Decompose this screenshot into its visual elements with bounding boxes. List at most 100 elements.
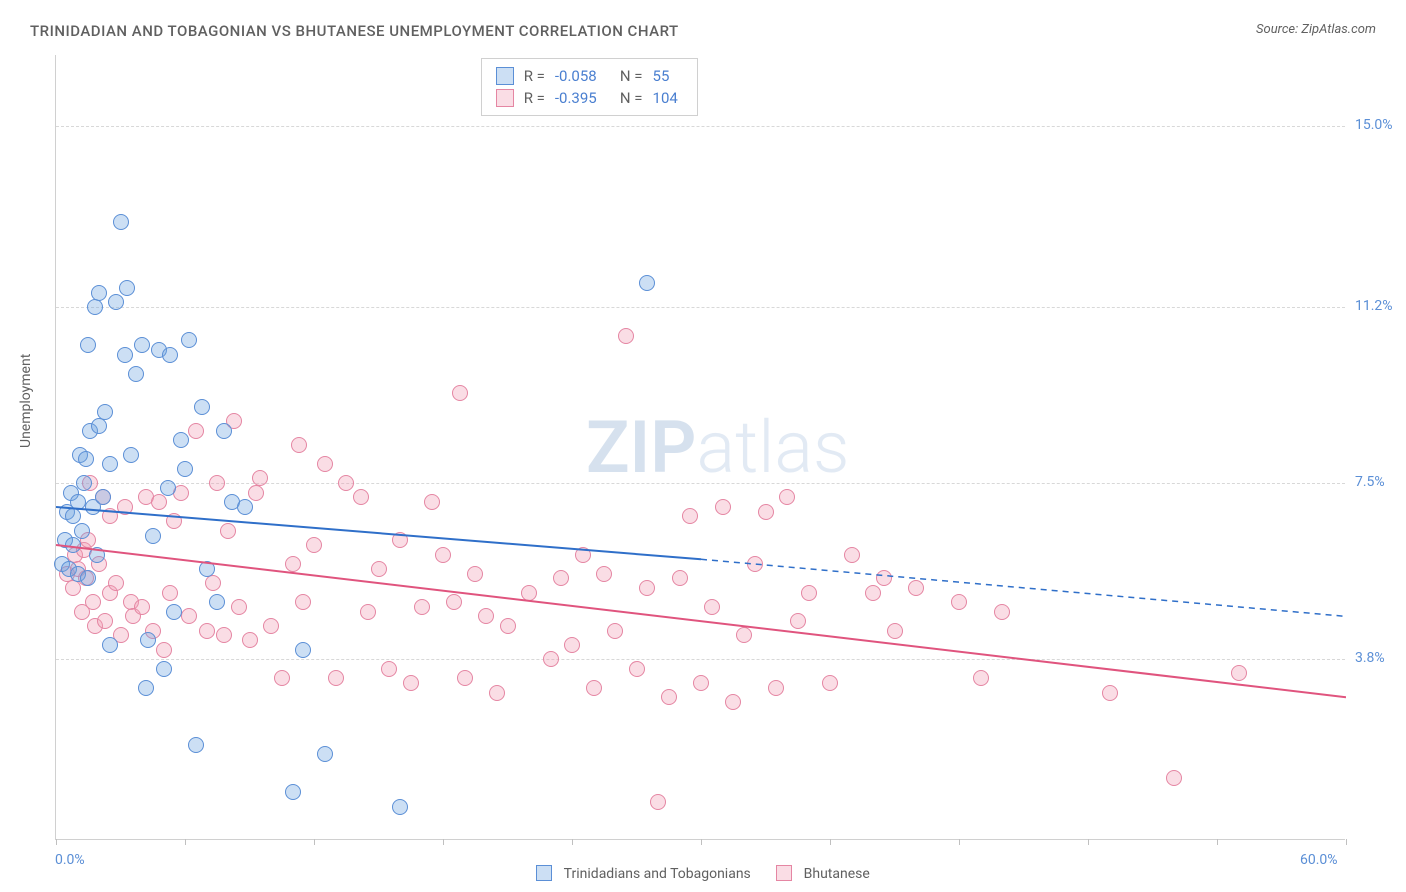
scatter-point-b [108, 575, 124, 591]
scatter-point-b [85, 594, 101, 610]
n-label: N = [620, 67, 643, 85]
scatter-point-b [521, 585, 537, 601]
r-label: R = [524, 89, 545, 107]
scatter-point-b [205, 575, 221, 591]
scatter-point-b [209, 475, 225, 491]
y-tick-label: 15.0% [1355, 117, 1393, 133]
scatter-point-a [70, 494, 86, 510]
scatter-point-a [87, 299, 103, 315]
scatter-point-b [216, 627, 232, 643]
scatter-point-a [113, 214, 129, 230]
scatter-point-a [209, 594, 225, 610]
scatter-point-b [162, 585, 178, 601]
regression-lines [56, 55, 1346, 840]
y-tick-label: 3.8% [1355, 650, 1385, 666]
scatter-point-b [117, 499, 133, 515]
scatter-point-b [908, 580, 924, 596]
scatter-point-a [65, 537, 81, 553]
scatter-point-b [360, 604, 376, 620]
scatter-point-a [128, 366, 144, 382]
gridline-h [56, 483, 1345, 484]
scatter-point-a [156, 661, 172, 677]
scatter-point-b [242, 632, 258, 648]
scatter-point-b [618, 328, 634, 344]
scatter-point-b [672, 570, 688, 586]
y-tick-label: 11.2% [1355, 298, 1393, 314]
scatter-point-a [216, 423, 232, 439]
scatter-point-b [553, 570, 569, 586]
legend-top-row-a: R =-0.058N =55 [496, 65, 683, 87]
gridline-h [56, 659, 1345, 660]
scatter-point-b [403, 675, 419, 691]
legend-swatch-a [536, 865, 552, 881]
scatter-point-b [151, 494, 167, 510]
scatter-point-a [80, 570, 96, 586]
scatter-point-b [1102, 685, 1118, 701]
gridline-h [56, 307, 1345, 308]
legend-swatch-b [776, 865, 792, 881]
scatter-point-b [801, 585, 817, 601]
scatter-point-a [639, 275, 655, 291]
scatter-point-b [306, 537, 322, 553]
scatter-point-b [715, 499, 731, 515]
scatter-point-b [876, 570, 892, 586]
scatter-point-b [452, 385, 468, 401]
scatter-point-a [177, 461, 193, 477]
scatter-point-b [97, 613, 113, 629]
scatter-point-b [435, 547, 451, 563]
scatter-point-b [467, 566, 483, 582]
scatter-point-b [865, 585, 881, 601]
scatter-point-b [414, 599, 430, 615]
scatter-point-b [1166, 770, 1182, 786]
scatter-point-a [97, 404, 113, 420]
scatter-point-b [478, 608, 494, 624]
x-tick [572, 839, 573, 845]
x-tick [443, 839, 444, 845]
n-label: N = [620, 89, 643, 107]
x-tick [1346, 839, 1347, 845]
scatter-point-b [353, 489, 369, 505]
scatter-point-a [160, 480, 176, 496]
scatter-point-b [736, 627, 752, 643]
n-value-b: 104 [653, 89, 683, 107]
y-tick-label: 7.5% [1355, 474, 1385, 490]
scatter-point-b [1231, 665, 1247, 681]
chart-title: TRINIDADIAN AND TOBAGONIAN VS BHUTANESE … [30, 22, 679, 40]
scatter-point-b [295, 594, 311, 610]
scatter-point-a [80, 337, 96, 353]
scatter-point-b [543, 651, 559, 667]
scatter-point-b [248, 485, 264, 501]
scatter-point-a [285, 784, 301, 800]
scatter-point-b [220, 523, 236, 539]
scatter-point-b [500, 618, 516, 634]
scatter-point-a [108, 294, 124, 310]
scatter-point-a [392, 799, 408, 815]
scatter-point-a [78, 451, 94, 467]
watermark: ZIPatlas [586, 405, 850, 490]
legend-label-a: Trinidadians and Tobagonians [564, 866, 751, 882]
r-label: R = [524, 67, 545, 85]
r-value-a: -0.058 [555, 67, 610, 85]
gridline-h [56, 126, 1345, 127]
scatter-point-b [328, 670, 344, 686]
legend-bottom: Trinidadians and Tobagonians Bhutanese [0, 865, 1406, 882]
scatter-point-b [274, 670, 290, 686]
scatter-point-b [181, 608, 197, 624]
scatter-point-b [564, 637, 580, 653]
plot-area: ZIPatlas [55, 55, 1345, 840]
scatter-point-b [188, 423, 204, 439]
x-min-label: 0.0% [55, 852, 85, 868]
legend-top: R =-0.058N =55R =-0.395N =104 [481, 58, 698, 116]
legend-top-swatch-b [496, 89, 514, 107]
scatter-point-b [263, 618, 279, 634]
scatter-point-a [89, 547, 105, 563]
x-tick [185, 839, 186, 845]
scatter-point-b [790, 613, 806, 629]
scatter-point-a [317, 746, 333, 762]
scatter-point-b [973, 670, 989, 686]
scatter-point-b [446, 594, 462, 610]
scatter-point-a [134, 337, 150, 353]
scatter-point-b [457, 670, 473, 686]
scatter-point-a [194, 399, 210, 415]
scatter-point-b [887, 623, 903, 639]
